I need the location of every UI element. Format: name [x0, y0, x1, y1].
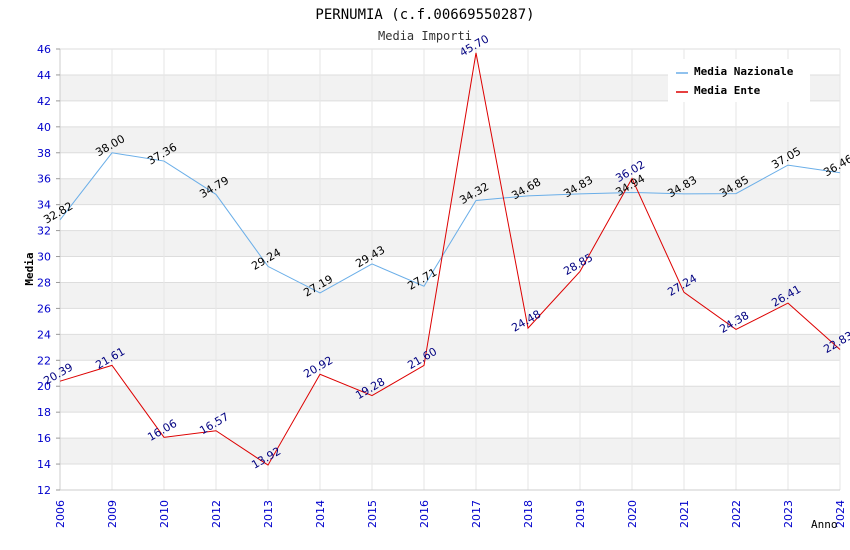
grid-band: [60, 386, 840, 413]
y-axis-ticks: 12 14 16 18 20 22 24 26 28 30 32 34 36 38 40 42 44 46: [37, 43, 60, 497]
y-tick-label: 42: [37, 95, 51, 108]
y-tick-label: 44: [37, 69, 51, 82]
y-tick-label: 40: [37, 121, 51, 134]
x-tick-label: 2020: [626, 500, 639, 528]
y-axis-label: Media: [23, 252, 36, 285]
y-tick-label: 38: [37, 147, 51, 160]
grid-band: [60, 438, 840, 465]
gridlines: [59, 48, 841, 491]
data-label-ente: 24.38: [717, 309, 751, 336]
x-axis-ticks: 2006 2009 2010 2012 2013 2014 2015 2016 2017 2018…: [54, 500, 847, 528]
y-tick-label: 14: [37, 458, 51, 471]
x-tick-label: 2009: [106, 500, 119, 528]
x-axis-label: Anno: [811, 518, 838, 531]
legend-box: [668, 59, 810, 102]
chart-subtitle: Media Importi: [378, 29, 472, 43]
y-tick-label: 32: [37, 225, 51, 238]
y-tick-label: 30: [37, 251, 51, 264]
x-tick-label: 2014: [314, 500, 327, 528]
series-line-media-ente: [59, 52, 841, 466]
grid-bands: [60, 74, 840, 465]
y-tick-label: 22: [37, 354, 51, 367]
x-tick-label: 2021: [678, 500, 691, 528]
y-tick-label: 12: [37, 484, 51, 497]
x-tick-label: 2010: [158, 500, 171, 528]
data-label-ente: 24.48: [509, 308, 543, 335]
data-label-ente: 16.57: [197, 410, 231, 437]
legend-label-ente: Media Ente: [694, 84, 761, 97]
data-label-nazionale: 36.46: [821, 152, 850, 179]
legend: Media Nazionale Media Ente: [668, 59, 810, 102]
x-tick-label: 2018: [522, 500, 535, 528]
x-tick-label: 2023: [782, 500, 795, 528]
y-tick-label: 18: [37, 406, 51, 419]
series-line-media-nazionale: [59, 152, 841, 294]
legend-label-naz: Media Nazionale: [694, 65, 794, 78]
y-tick-label: 36: [37, 173, 51, 186]
x-tick-label: 2013: [262, 500, 275, 528]
x-tick-label: 2022: [730, 500, 743, 528]
series-lines: [59, 52, 841, 466]
x-tick-label: 2024: [834, 500, 847, 528]
y-tick-label: 24: [37, 328, 51, 341]
y-tick-label: 28: [37, 276, 51, 289]
y-tick-label: 20: [37, 380, 51, 393]
grid-band: [60, 282, 840, 309]
grid-band: [60, 126, 840, 153]
x-tick-label: 2012: [210, 500, 223, 528]
x-tick-label: 2016: [418, 500, 431, 528]
grid-band: [60, 178, 840, 205]
grid-band: [60, 334, 840, 361]
y-tick-label: 26: [37, 302, 51, 315]
x-tick-label: 2017: [470, 500, 483, 528]
y-tick-label: 34: [37, 199, 51, 212]
x-tick-label: 2015: [366, 500, 379, 528]
chart-title: PERNUMIA (c.f.00669550287): [315, 7, 534, 23]
y-tick-label: 46: [37, 43, 51, 56]
y-tick-label: 16: [37, 432, 51, 445]
x-tick-label: 2006: [54, 500, 67, 528]
x-tick-label: 2019: [574, 500, 587, 528]
